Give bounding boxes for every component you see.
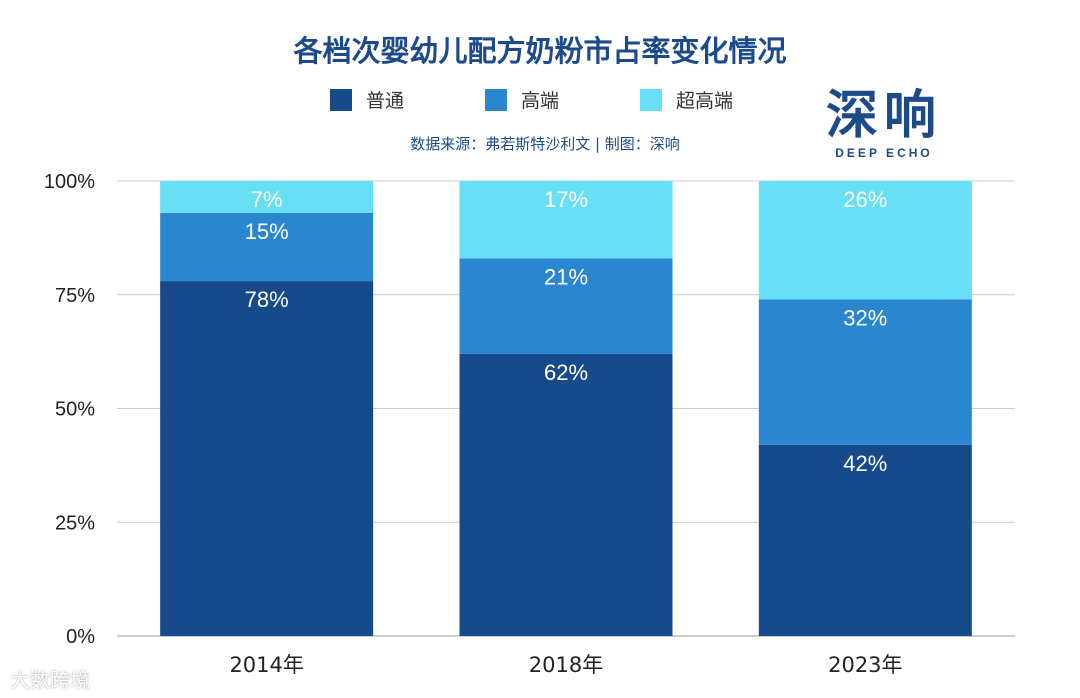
y-tick-label: 0% bbox=[66, 626, 95, 648]
legend-label: 超高端 bbox=[676, 90, 734, 112]
watermark: 大数跨境 bbox=[10, 668, 90, 692]
brand-logo: 深响 DEEP ECHO bbox=[822, 86, 946, 160]
data-label: 21% bbox=[544, 264, 588, 289]
legend: 普通 高端 超高端 bbox=[330, 86, 795, 113]
data-label: 26% bbox=[843, 187, 887, 212]
data-label: 7% bbox=[251, 187, 283, 212]
legend-label: 高端 bbox=[521, 90, 560, 112]
chart-title: 各档次婴幼儿配方奶粉市占率变化情况 bbox=[293, 34, 787, 68]
bar-segment bbox=[160, 212, 374, 282]
bar-segment bbox=[160, 281, 374, 636]
bar-segment bbox=[459, 353, 673, 636]
legend-item-super-premium: 超高端 bbox=[640, 86, 795, 113]
legend-label: 普通 bbox=[366, 90, 405, 112]
y-tick-label: 75% bbox=[55, 285, 95, 307]
bar-segment bbox=[459, 258, 673, 354]
bar-segment bbox=[459, 181, 673, 259]
legend-swatch bbox=[485, 88, 507, 111]
bar-segment bbox=[758, 181, 972, 300]
data-label: 62% bbox=[544, 360, 588, 385]
x-tick-label: 2018年 bbox=[529, 653, 603, 677]
data-label: 32% bbox=[843, 305, 887, 330]
y-tick-label: 50% bbox=[55, 399, 95, 421]
bar-segment bbox=[758, 299, 972, 445]
legend-swatch bbox=[640, 88, 662, 111]
logo-subtext: DEEP ECHO bbox=[835, 146, 933, 160]
source-note: 数据来源：弗若斯特沙利文 | 制图：深响 bbox=[410, 135, 680, 153]
data-label: 17% bbox=[544, 187, 588, 212]
bar-segment bbox=[160, 181, 374, 213]
data-label: 42% bbox=[843, 451, 887, 476]
x-tick-label: 2023年 bbox=[828, 653, 902, 677]
data-label: 78% bbox=[245, 287, 289, 312]
legend-item-premium: 高端 bbox=[485, 86, 640, 113]
logo-text: 深响 bbox=[825, 86, 942, 146]
legend-item-regular: 普通 bbox=[330, 86, 485, 113]
data-label: 15% bbox=[245, 219, 289, 244]
x-tick-label: 2014年 bbox=[229, 653, 303, 677]
bar-segment bbox=[758, 444, 972, 636]
legend-swatch bbox=[330, 88, 352, 111]
y-tick-label: 25% bbox=[55, 512, 95, 534]
y-tick-label: 100% bbox=[44, 171, 95, 193]
